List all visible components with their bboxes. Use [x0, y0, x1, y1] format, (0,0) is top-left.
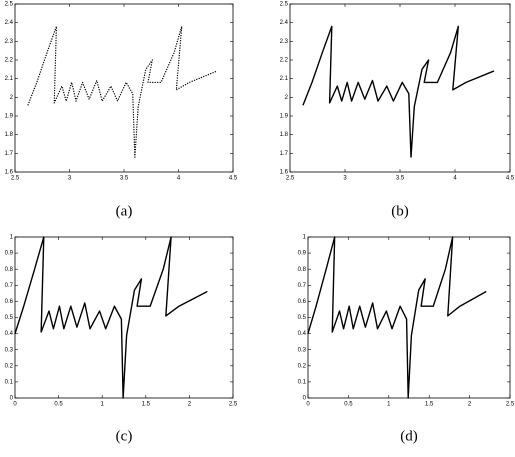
y-tick-label: 0.5 [5, 315, 14, 321]
y-tick-label: 0.6 [5, 299, 14, 305]
y-tick-label: 2 [285, 95, 289, 101]
y-tick-label: 2.4 [280, 20, 289, 26]
y-tick-label: 0.2 [5, 363, 14, 369]
x-tick-label: 2.5 [11, 176, 20, 182]
y-tick-label: 0.4 [5, 331, 14, 337]
y-tick-label: 0.3 [5, 347, 14, 353]
x-tick-label: 4.5 [229, 176, 238, 182]
y-tick-label: 2.2 [5, 58, 14, 64]
y-tick-label: 1 [10, 235, 14, 241]
y-tick-label: 0.7 [298, 283, 307, 289]
x-tick-label: 0.5 [54, 402, 63, 408]
y-tick-label: 2.5 [5, 2, 14, 8]
y-tick-label: 0.3 [298, 347, 307, 353]
x-tick-label: 4.5 [506, 176, 515, 182]
y-tick-label: 2.5 [280, 2, 289, 8]
y-tick-label: 1 [303, 235, 307, 241]
signature-line [14, 236, 208, 399]
y-tick-label: 0.6 [298, 299, 307, 305]
y-tick-label: 2.3 [5, 39, 14, 45]
y-tick-label: 0.8 [5, 267, 14, 273]
y-tick-label: 1.7 [5, 151, 14, 157]
y-tick-label: 2 [10, 95, 14, 101]
x-tick-label: 4 [177, 176, 181, 182]
caption: (b) [391, 203, 409, 219]
signature-line [27, 25, 218, 158]
y-tick-label: 1.8 [280, 132, 289, 138]
x-tick-label: 2 [188, 402, 192, 408]
x-tick-label: 0 [13, 402, 17, 408]
x-tick-label: 1.5 [425, 402, 434, 408]
x-tick-label: 3 [343, 176, 347, 182]
caption: (c) [116, 428, 133, 444]
y-tick-label: 0.9 [5, 251, 14, 257]
x-tick-label: 1 [101, 402, 105, 408]
x-tick-label: 0 [306, 402, 310, 408]
x-tick-label: 2.5 [229, 402, 238, 408]
y-tick-label: 0 [10, 396, 14, 402]
x-tick-label: 1.5 [142, 402, 151, 408]
y-tick-label: 0.4 [298, 331, 307, 337]
y-tick-label: 1.9 [280, 114, 289, 120]
y-tick-label: 1.7 [280, 151, 289, 157]
y-tick-label: 0 [303, 396, 307, 402]
y-tick-label: 0.1 [5, 379, 14, 385]
x-tick-label: 3.5 [120, 176, 129, 182]
y-tick-label: 1.9 [5, 114, 14, 120]
y-tick-label: 0.7 [5, 283, 14, 289]
y-tick-label: 1.8 [5, 132, 14, 138]
x-tick-label: 0.5 [344, 402, 353, 408]
x-tick-label: 4 [453, 176, 457, 182]
x-tick-label: 1 [387, 402, 391, 408]
y-tick-label: 1.6 [280, 170, 289, 176]
y-tick-label: 1.6 [5, 170, 14, 176]
y-tick-label: 2.1 [280, 76, 289, 82]
x-tick-label: 3.5 [396, 176, 405, 182]
x-tick-label: 2.5 [506, 402, 515, 408]
x-tick-label: 2.5 [286, 176, 295, 182]
caption: (a) [116, 203, 133, 219]
x-tick-label: 2 [468, 402, 472, 408]
y-tick-label: 0.5 [298, 315, 307, 321]
signature-line [302, 25, 495, 158]
signature-line [307, 236, 487, 399]
y-tick-label: 2.4 [5, 20, 14, 26]
y-tick-label: 0.9 [298, 251, 307, 257]
y-tick-label: 0.2 [298, 363, 307, 369]
y-tick-label: 2.2 [280, 58, 289, 64]
x-tick-label: 3 [68, 176, 72, 182]
caption: (d) [400, 428, 418, 444]
y-tick-label: 2.1 [5, 76, 14, 82]
y-tick-label: 2.3 [280, 39, 289, 45]
y-tick-label: 0.8 [298, 267, 307, 273]
y-tick-label: 0.1 [298, 379, 307, 385]
